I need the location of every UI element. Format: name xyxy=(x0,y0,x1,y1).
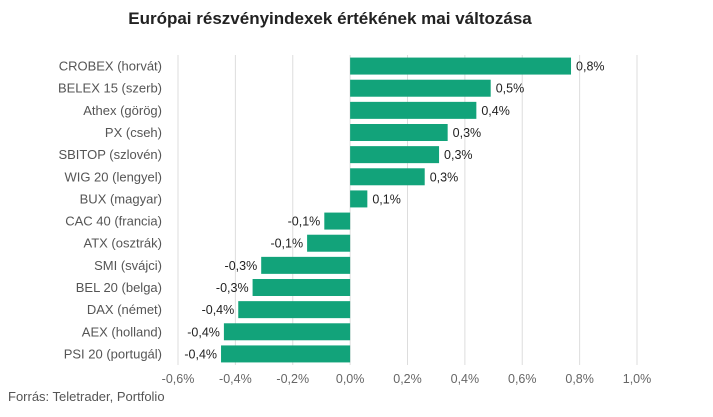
category-label: CROBEX (horvát) xyxy=(59,59,162,74)
value-label: -0,4% xyxy=(202,303,235,317)
value-labels: 0,8% 0,5% 0,4% 0,3% 0,3% 0,3% 0,1% -0,1% -0,1% -0… xyxy=(184,60,604,362)
x-tick-label: 0,0% xyxy=(336,372,365,386)
category-label: BUX (magyar) xyxy=(80,191,162,206)
bar xyxy=(350,146,440,164)
gridlines xyxy=(177,55,638,365)
value-label: -0,4% xyxy=(187,325,220,339)
x-tick-label: 0,6% xyxy=(508,372,537,386)
category-label: BELEX 15 (szerb) xyxy=(58,81,162,96)
value-label: -0,1% xyxy=(270,237,303,251)
value-label: 0,5% xyxy=(496,82,524,96)
x-tick-label: -0,6% xyxy=(162,372,195,386)
x-tick-label: 0,2% xyxy=(393,372,422,386)
category-label: DAX (német) xyxy=(87,302,162,317)
category-label: Athex (görög) xyxy=(83,103,162,118)
category-label: SBITOP (szlovén) xyxy=(58,147,162,162)
value-label: 0,8% xyxy=(576,60,605,74)
source-note: Forrás: Teletrader, Portfolio xyxy=(8,389,165,404)
bar xyxy=(350,79,491,97)
category-label: PSI 20 (portugál) xyxy=(64,346,162,361)
bar xyxy=(350,57,572,75)
bar xyxy=(350,124,448,141)
x-axis-ticks: -0,6% -0,4% -0,2% 0,0% 0,2% 0,4% 0,6% 0,8% 1,0% xyxy=(162,372,652,386)
x-tick-label: 0,8% xyxy=(565,372,594,386)
bar xyxy=(238,301,351,319)
value-label: -0,1% xyxy=(288,215,321,229)
bars xyxy=(221,57,572,363)
x-tick-label: 1,0% xyxy=(623,372,652,386)
bar xyxy=(223,323,351,341)
value-label: 0,4% xyxy=(481,104,510,118)
category-labels: CROBEX (horvát) BELEX 15 (szerb) Athex (gö… xyxy=(58,59,162,362)
value-label: -0,4% xyxy=(184,347,217,361)
value-label: 0,3% xyxy=(444,148,473,162)
category-label: ATX (osztrák) xyxy=(84,236,163,251)
bar xyxy=(261,256,351,274)
value-label: -0,3% xyxy=(216,281,249,295)
chart-title: Európai részvényindexek értékének mai vá… xyxy=(128,9,532,28)
value-label: -0,3% xyxy=(225,259,258,273)
category-label: PX (cseh) xyxy=(105,125,162,140)
category-label: AEX (holland) xyxy=(82,324,162,339)
bar xyxy=(324,212,351,230)
bar xyxy=(350,168,425,186)
bar xyxy=(221,345,351,363)
bar xyxy=(307,234,351,252)
bar xyxy=(350,190,368,208)
x-tick-label: 0,4% xyxy=(451,372,480,386)
value-label: 0,1% xyxy=(372,192,401,206)
category-label: CAC 40 (francia) xyxy=(65,214,162,229)
bar xyxy=(350,101,477,119)
x-tick-label: -0,4% xyxy=(219,372,252,386)
category-label: SMI (svájci) xyxy=(94,258,162,273)
value-label: 0,3% xyxy=(453,126,482,140)
x-tick-label: -0,2% xyxy=(276,372,309,386)
category-label: WIG 20 (lengyel) xyxy=(64,169,162,184)
bar xyxy=(252,279,351,296)
category-label: BEL 20 (belga) xyxy=(76,280,162,295)
value-label: 0,3% xyxy=(430,170,459,184)
